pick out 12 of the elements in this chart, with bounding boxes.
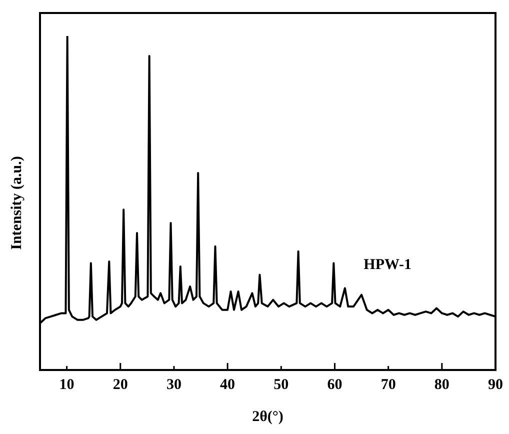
y-axis-title: Intensity (a.u.) — [8, 156, 25, 250]
x-tick-label: 30 — [166, 376, 182, 393]
x-tick-label: 10 — [59, 376, 74, 393]
series-label: HPW-1 — [364, 256, 412, 273]
x-tick-label: 90 — [488, 376, 503, 393]
x-tick-label: 70 — [380, 376, 396, 393]
x-tick-label: 80 — [434, 376, 450, 393]
x-tick-label: 60 — [327, 376, 342, 393]
x-tick-label: 40 — [220, 376, 236, 393]
x-tick-label: 20 — [112, 376, 128, 393]
x-tick-label: 50 — [274, 376, 289, 393]
x-axis-title: 2θ(°) — [252, 408, 284, 425]
